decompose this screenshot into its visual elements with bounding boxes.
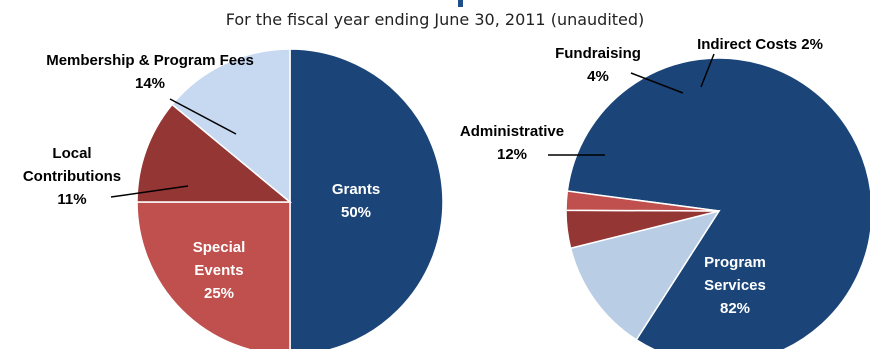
leader-line-1-2 xyxy=(630,72,684,94)
slice-label-1-1: Administrative 12% xyxy=(460,123,564,163)
slice-label-1-3: Indirect Costs 2% xyxy=(697,36,823,53)
pie-slice-0-0 xyxy=(289,48,444,349)
pie-slice-0-3 xyxy=(171,48,291,204)
leader-line-0-3 xyxy=(169,98,237,135)
chart-subtitle: For the fiscal year ending June 30, 2011… xyxy=(225,10,645,29)
pie-slice-1-1 xyxy=(569,209,721,341)
expenses-pie: Program Services 82% Administrative 12% Fundr… xyxy=(460,36,870,349)
slice-label-0-2: Local Contributions 11% xyxy=(23,145,121,208)
title-fragment xyxy=(458,0,463,7)
slice-label-1-2: Fundraising 4% xyxy=(555,45,641,85)
slice-label-0-0: Grants 50% xyxy=(332,181,380,221)
pie-slice-1-3 xyxy=(565,190,720,212)
pie-slice-1-0 xyxy=(566,57,870,349)
leader-line-0-2 xyxy=(110,185,189,198)
slice-label-0-1: Special Events 25% xyxy=(193,239,246,302)
slice-label-0-3: Membership & Program Fees 14% xyxy=(46,52,254,92)
pie-slice-0-2 xyxy=(136,103,293,203)
revenue-pie: Grants 50% Special Events 25% Local Contributi… xyxy=(23,48,444,349)
slice-label-1-0: Program Services 82% xyxy=(704,254,766,317)
leader-line-1-3 xyxy=(700,53,715,88)
pie-slice-0-1 xyxy=(136,201,291,349)
